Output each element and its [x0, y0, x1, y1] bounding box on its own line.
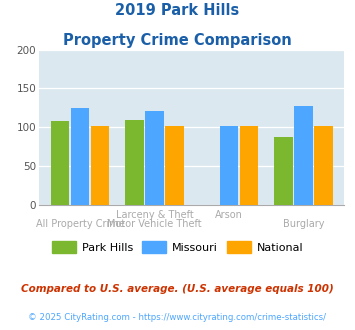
- Text: Larceny & Theft: Larceny & Theft: [116, 210, 193, 219]
- Bar: [294, 106, 313, 205]
- Bar: [91, 126, 109, 205]
- Text: All Property Crime: All Property Crime: [36, 219, 124, 229]
- Text: Burglary: Burglary: [283, 219, 324, 229]
- Bar: [51, 121, 69, 205]
- Bar: [274, 137, 293, 205]
- Text: 2019 Park Hills: 2019 Park Hills: [115, 3, 240, 18]
- Text: Property Crime Comparison: Property Crime Comparison: [63, 33, 292, 48]
- Bar: [314, 126, 333, 205]
- Bar: [165, 126, 184, 205]
- Text: Motor Vehicle Theft: Motor Vehicle Theft: [107, 219, 202, 229]
- Bar: [125, 120, 144, 205]
- Text: Arson: Arson: [215, 210, 243, 219]
- Bar: [71, 108, 89, 205]
- Legend: Park Hills, Missouri, National: Park Hills, Missouri, National: [47, 237, 308, 257]
- Bar: [240, 126, 258, 205]
- Text: © 2025 CityRating.com - https://www.cityrating.com/crime-statistics/: © 2025 CityRating.com - https://www.city…: [28, 314, 327, 322]
- Bar: [220, 126, 238, 205]
- Text: Compared to U.S. average. (U.S. average equals 100): Compared to U.S. average. (U.S. average …: [21, 284, 334, 294]
- Bar: [145, 111, 164, 205]
